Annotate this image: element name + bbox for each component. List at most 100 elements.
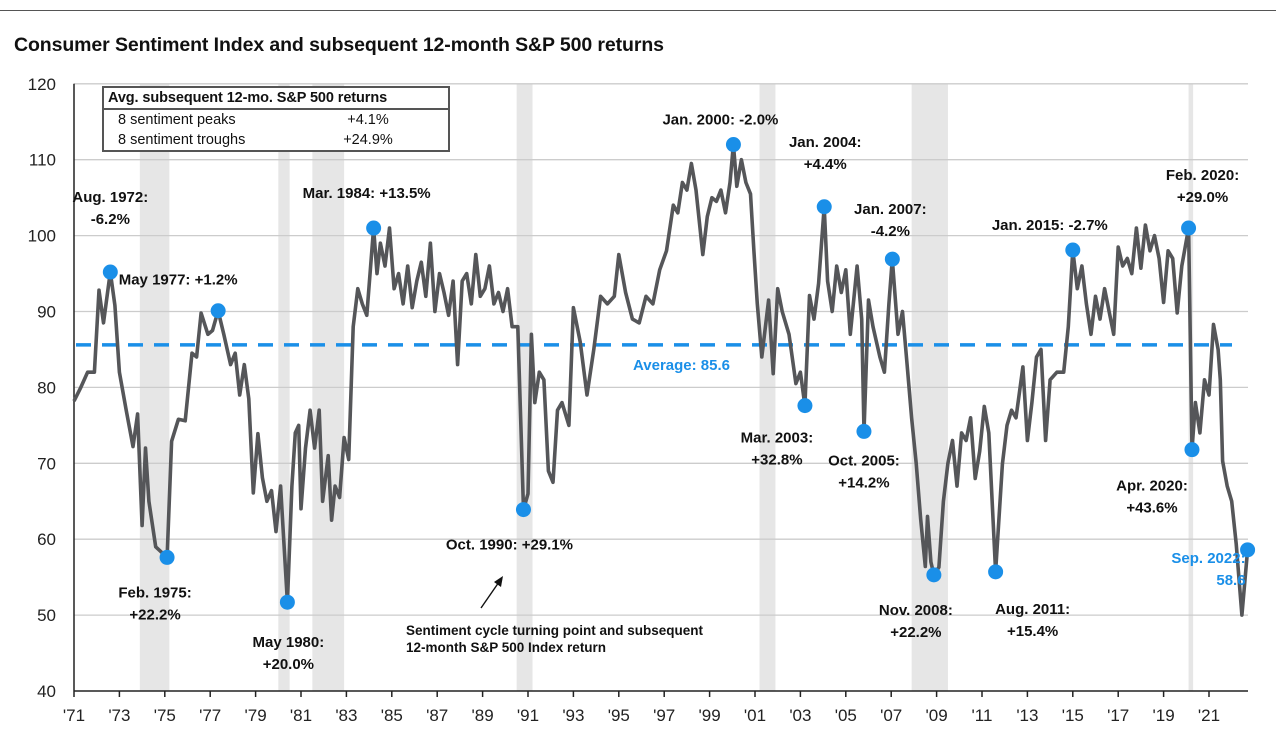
- x-tick-label: '77: [199, 706, 221, 725]
- label-line: Jan. 2007:: [854, 201, 927, 218]
- summary-row-value: +24.9%: [343, 132, 393, 148]
- label-line: Sep. 2022:: [1171, 550, 1245, 567]
- label-line: +15.4%: [1007, 623, 1058, 640]
- label-line: Apr. 2020:: [1116, 478, 1188, 495]
- summary-table-header: Avg. subsequent 12-mo. S&P 500 returns: [104, 88, 448, 110]
- label-line: +14.2%: [838, 474, 889, 491]
- x-tick-label: '87: [426, 706, 448, 725]
- x-tick-label: '99: [699, 706, 721, 725]
- label-line: +20.0%: [263, 656, 314, 673]
- x-tick-label: '85: [381, 706, 403, 725]
- y-tick-label: 70: [37, 454, 56, 473]
- summary-row-peaks: 8 sentiment peaks +4.1%: [104, 110, 448, 130]
- callout-annotation: Sentiment cycle turning point and subseq…: [406, 576, 704, 655]
- callout-line: Sentiment cycle turning point and subseq…: [406, 623, 704, 638]
- x-tick-label: '11: [972, 706, 993, 725]
- turning-point-marker: [1065, 242, 1081, 258]
- turning-point-marker: [856, 423, 872, 439]
- turning-point-marker: [884, 251, 900, 267]
- turning-point-marker: [102, 264, 118, 280]
- turning-point-label: Mar. 2003: +32.8%: [741, 430, 814, 469]
- label-line: Jan. 2004:: [789, 134, 862, 151]
- x-tick-label: '05: [835, 706, 857, 725]
- y-tick-label: 50: [37, 606, 56, 625]
- callout-text: Sentiment cycle turning point and subseq…: [406, 623, 704, 655]
- x-tick-label: '75: [154, 706, 176, 725]
- x-tick-label: '81: [290, 706, 312, 725]
- x-tick-label: '97: [653, 706, 675, 725]
- turning-point-label: Oct. 2005: +14.2%: [828, 452, 900, 491]
- turning-point-label: Aug. 2011: +15.4%: [995, 601, 1070, 640]
- turning-point-label: Jan. 2007: -4.2%: [854, 201, 927, 240]
- chart-title: Consumer Sentiment Index and subsequent …: [14, 34, 664, 56]
- turning-point-marker: [210, 303, 226, 319]
- gridlines: [74, 83, 1248, 616]
- average-label: Average: 85.6: [633, 357, 730, 374]
- x-tick-label: '15: [1062, 706, 1084, 725]
- turning-point-marker: [1240, 542, 1256, 558]
- y-tick-label: 100: [28, 227, 56, 246]
- turning-point-label: Feb. 1975: +22.2%: [118, 584, 191, 623]
- x-tick-label: '03: [789, 706, 811, 725]
- x-tick-label: '13: [1016, 706, 1038, 725]
- label-line: +22.2%: [890, 624, 941, 641]
- label-line: -4.2%: [871, 223, 910, 240]
- turning-point-marker: [816, 199, 832, 215]
- turning-point-label: Jan. 2000: -2.0%: [662, 112, 778, 129]
- turning-point-marker: [1184, 442, 1200, 458]
- label-line: Mar. 2003:: [741, 430, 814, 447]
- x-tick-label: '19: [1153, 706, 1175, 725]
- label-line: +32.8%: [751, 452, 802, 469]
- callout-arrow-head: [494, 576, 503, 587]
- label-line: Aug. 2011:: [995, 601, 1070, 618]
- turning-point-markers: [102, 137, 1256, 610]
- x-tick-label: '89: [472, 706, 494, 725]
- x-tick-label: '71: [63, 706, 85, 725]
- label-line: -6.2%: [91, 211, 130, 228]
- label-line: +4.4%: [804, 156, 847, 173]
- x-tick-label: '17: [1107, 706, 1129, 725]
- label-line: Jan. 2015: -2.7%: [992, 217, 1108, 234]
- turning-point-label: Apr. 2020: +43.6%: [1116, 478, 1188, 517]
- label-line: Feb. 1975:: [118, 584, 191, 601]
- label-line: Mar. 1984: +13.5%: [303, 185, 431, 202]
- label-line: Aug. 1972:: [72, 189, 148, 206]
- y-tick-label: 110: [29, 151, 56, 170]
- label-line: +22.2%: [129, 606, 180, 623]
- x-tick-label: '01: [744, 706, 766, 725]
- y-tick-label: 40: [37, 682, 56, 701]
- x-tick-label: '09: [926, 706, 948, 725]
- label-line: May 1977: +1.2%: [119, 272, 238, 289]
- x-axis: '71 '73 '75 '77 '79 '81 '83 '85 '87 '89 '91 '93 '95 '…: [63, 83, 1248, 725]
- y-tick-label: 80: [37, 378, 56, 397]
- turning-point-label: Jan. 2015: -2.7%: [992, 217, 1108, 234]
- turning-point-marker: [988, 564, 1004, 580]
- turning-point-marker: [366, 220, 382, 236]
- turning-point-label: Mar. 1984: +13.5%: [303, 185, 431, 202]
- label-line: Feb. 2020:: [1166, 167, 1239, 184]
- turning-point-marker: [926, 567, 942, 583]
- y-tick-label: 90: [37, 303, 56, 322]
- callout-arrow-shaft: [480, 581, 500, 609]
- returns-summary-table: Avg. subsequent 12-mo. S&P 500 returns 8…: [102, 86, 450, 152]
- x-tick-label: '07: [880, 706, 902, 725]
- summary-row-label: 8 sentiment peaks: [118, 112, 236, 128]
- turning-point-label: Nov. 2008: +22.2%: [879, 602, 953, 641]
- y-tick-label: 60: [37, 530, 56, 549]
- turning-point-marker: [159, 549, 175, 565]
- label-line: 58.6: [1216, 572, 1245, 589]
- summary-row-value: +4.1%: [347, 112, 389, 128]
- y-tick-label: 120: [28, 75, 56, 94]
- label-line: Nov. 2008:: [879, 602, 953, 619]
- turning-point-marker: [797, 398, 813, 414]
- x-tick-label: '91: [517, 706, 539, 725]
- label-line: May 1980:: [253, 634, 325, 651]
- turning-point-label: Sep. 2022: 58.6: [1171, 550, 1245, 589]
- top-rule: [0, 10, 1276, 11]
- x-tick-label: '21: [1198, 706, 1220, 725]
- turning-point-label: Aug. 1972: -6.2%: [72, 189, 148, 228]
- label-line: +43.6%: [1126, 500, 1177, 517]
- turning-point-label: Feb. 2020: +29.0%: [1166, 167, 1239, 206]
- turning-point-marker: [279, 594, 295, 610]
